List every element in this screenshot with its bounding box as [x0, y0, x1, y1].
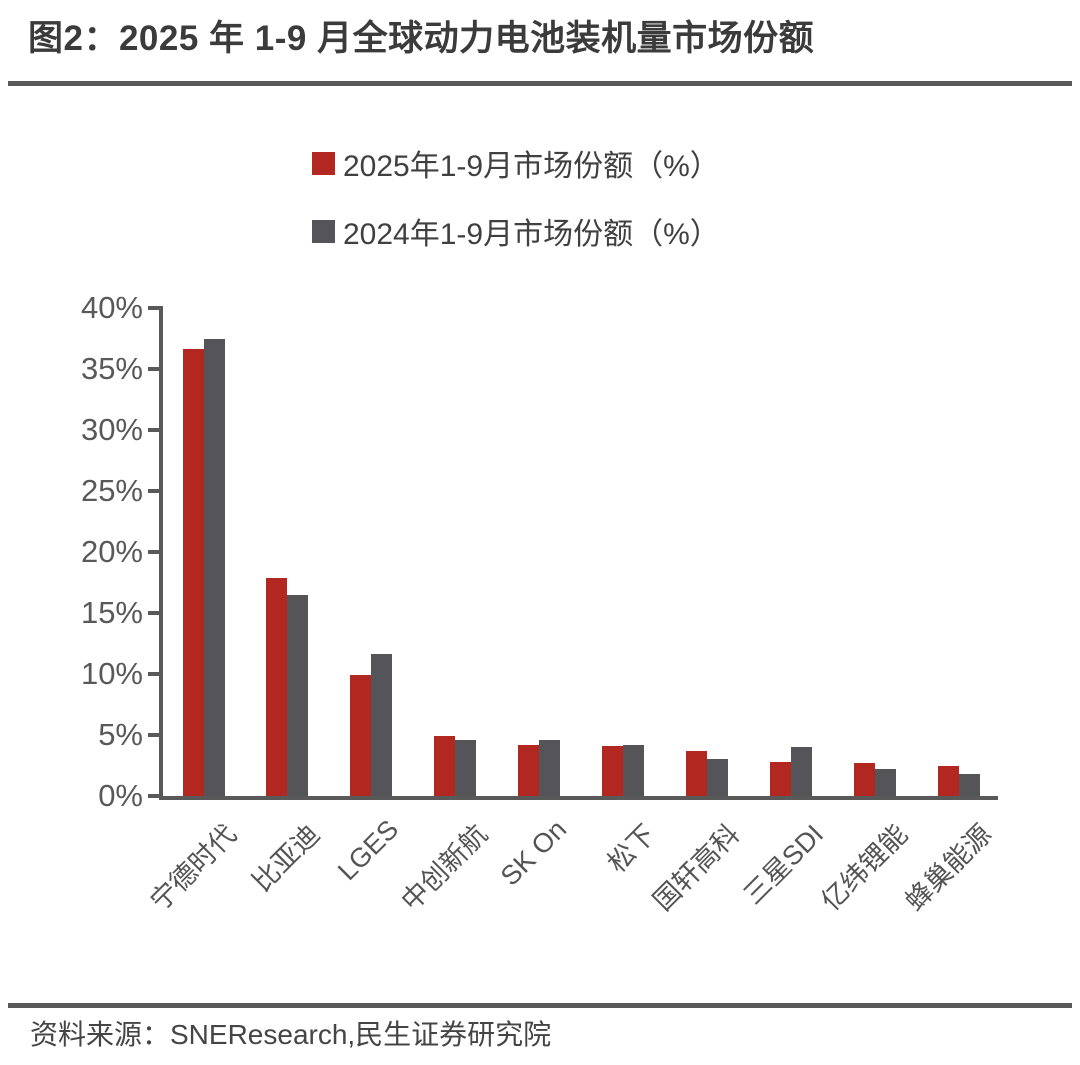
- bar-2024-SK On: [539, 739, 561, 796]
- legend-label-2025: 2025年1-9月市场份额（%）: [343, 150, 720, 183]
- bar-2025-松下: [602, 745, 623, 796]
- footer-divider: [8, 1003, 1072, 1008]
- legend-item-2024: 2024年1-9月市场份额（%）: [312, 214, 720, 251]
- bar-2025-宁德时代: [182, 349, 204, 796]
- bar-2024-国轩高科: [706, 759, 728, 796]
- y-axis-tick: [148, 428, 161, 432]
- y-axis-tick-label: 20%: [80, 534, 143, 569]
- y-axis-tick-label: 0%: [98, 778, 143, 813]
- bar-2024-蜂巢能源: [958, 774, 980, 796]
- y-axis-tick: [148, 733, 161, 737]
- bar-2024-三星SDI: [790, 747, 812, 796]
- y-axis-tick: [148, 611, 161, 615]
- y-axis-tick-label: 15%: [80, 595, 143, 630]
- y-axis-tick: [148, 367, 161, 371]
- bar-2025-LGES: [350, 675, 372, 796]
- y-axis-tick-label: 5%: [98, 717, 143, 752]
- bar-2025-三星SDI: [769, 761, 791, 796]
- bar-2024-亿纬锂能: [874, 769, 896, 796]
- legend-swatch-2025: [312, 151, 335, 175]
- bar-2025-中创新航: [434, 736, 456, 796]
- y-axis: [159, 306, 163, 800]
- bar-2024-松下: [623, 744, 644, 796]
- bar-2024-中创新航: [455, 739, 477, 796]
- y-axis-tick: [148, 550, 161, 554]
- legend-label-2024: 2024年1-9月市场份额（%）: [343, 218, 720, 251]
- bar-2025-蜂巢能源: [937, 765, 959, 796]
- source-note: 资料来源：SNEResearch,民生证券研究院: [30, 1019, 552, 1050]
- y-axis-tick-label: 10%: [80, 656, 143, 691]
- bar-2024-宁德时代: [203, 338, 225, 796]
- bar-2024-比亚迪: [287, 594, 309, 796]
- bar-2025-比亚迪: [266, 577, 288, 796]
- title-divider: [8, 81, 1072, 86]
- y-axis-tick: [148, 672, 161, 676]
- y-axis-tick: [148, 489, 161, 493]
- legend-item-2025: 2025年1-9月市场份额（%）: [312, 146, 720, 183]
- chart-legend: 2025年1-9月市场份额（%） 2024年1-9月市场份额（%）: [312, 146, 720, 282]
- y-axis-tick-label: 30%: [80, 412, 143, 447]
- bar-2024-LGES: [371, 654, 393, 796]
- y-axis-tick: [148, 306, 161, 310]
- chart-title: 图2：2025 年 1-9 月全球动力电池装机量市场份额: [28, 19, 815, 58]
- bar-2025-SK On: [518, 744, 540, 796]
- bar-2025-国轩高科: [685, 750, 707, 796]
- y-axis-tick-label: 40%: [80, 290, 143, 325]
- legend-swatch-2024: [312, 219, 335, 243]
- y-axis-tick: [148, 794, 161, 798]
- bar-2025-亿纬锂能: [853, 763, 875, 796]
- y-axis-tick-label: 35%: [80, 351, 143, 386]
- x-axis: [159, 796, 998, 800]
- y-axis-tick-label: 25%: [80, 473, 143, 508]
